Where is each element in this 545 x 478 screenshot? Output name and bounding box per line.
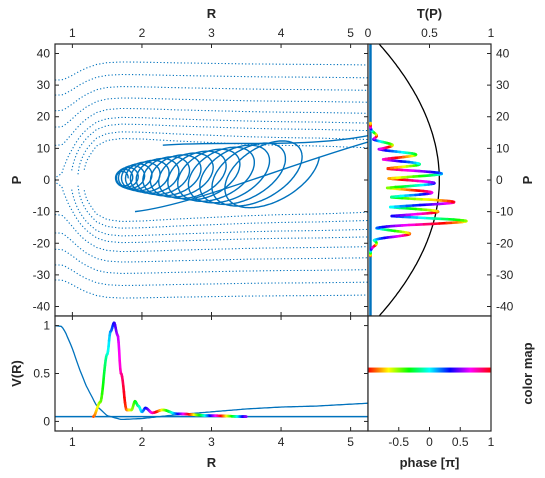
transmission-curves [369, 44, 468, 316]
energy-contour-1-upper [77, 131, 368, 175]
phase-space-ytick-label: 20 [37, 110, 51, 124]
phase-space-ytick-label: -20 [33, 236, 51, 250]
wavepacket-segment [118, 359, 122, 371]
transmission-xtick-label: 0.5 [421, 26, 438, 40]
phase-space-xtick-label: 1 [69, 26, 76, 40]
energy-contour-2-lower [71, 189, 368, 237]
phase-space-xtick-label: 3 [208, 26, 215, 40]
colormap-xtick-label: 0 [426, 435, 433, 449]
transmission-xtick-label: 0 [365, 26, 372, 40]
potential-xtick-label: 1 [69, 435, 76, 449]
phase-space-panel: 1 2 3 4 5 40 30 20 10 0 -10 -20 -30 -40 R P [9, 6, 369, 317]
transmission-ytick-label: -40 [496, 300, 514, 314]
colormap-xtick-label: -0.5 [388, 435, 409, 449]
phase-space-curves [55, 61, 368, 299]
transmission-ytick-label: -20 [496, 236, 514, 250]
colormap-curves [368, 367, 491, 373]
phase-space-ytick-label: -10 [33, 205, 51, 219]
phase-space-xlabel: R [207, 6, 217, 21]
energy-contour-8-upper [55, 61, 368, 81]
colormap-xtick-label: 0.5 [452, 435, 469, 449]
energy-contour-8-lower [55, 279, 368, 299]
transmission-ylabel: P [520, 175, 535, 184]
energy-contour-4-upper [55, 107, 368, 146]
potential-ytick-label: 1 [43, 319, 50, 333]
wavepacket-segment [117, 349, 121, 363]
colormap-axes: -0.5 0 0.5 1 [367, 315, 495, 449]
phase-space-ytick-label: 40 [37, 46, 51, 60]
transmission-axes: 0 0.5 140 30 20 10 0 -10 -20 -30 -40 [365, 26, 514, 317]
energy-contour-5-upper [55, 97, 368, 128]
energy-contour-6-upper [55, 86, 368, 112]
potential-curves [55, 321, 368, 421]
potential-xtick-label: 2 [139, 435, 146, 449]
colormap-xtick-label: 1 [488, 435, 495, 449]
transmission-ytick-label: -10 [496, 205, 514, 219]
potential-panel: 1 2 3 4 5 0 0.5 1 R V(R) [9, 315, 369, 470]
potential-xtick-label: 3 [208, 435, 215, 449]
colormap-ylabel: color map [520, 342, 535, 404]
phase-space-ytick-label: 10 [37, 141, 51, 155]
phase-space-xtick-label: 4 [278, 26, 285, 40]
transmission-ytick-label: -30 [496, 268, 514, 282]
transmission-xtick-label: 1 [488, 26, 495, 40]
potential-ytick-label: 0 [43, 414, 50, 428]
phase-space-ytick-label: -40 [33, 300, 51, 314]
color-map-bar [368, 367, 491, 373]
energy-contour-5-lower [55, 232, 368, 263]
transmission-xlabel: T(P) [417, 6, 442, 21]
energy-contour-2-upper [71, 123, 368, 171]
outer-arm-upper [162, 135, 368, 146]
energy-contour-3-upper [55, 116, 368, 181]
phase-space-xtick-label: 5 [347, 26, 354, 40]
phase-space-ytick-label: -30 [33, 268, 51, 282]
energy-contour-1-lower [77, 185, 368, 229]
phase-space-ytick-label: 0 [43, 173, 50, 187]
energy-contour-7-lower [55, 264, 368, 287]
potential-xtick-label: 4 [278, 435, 285, 449]
colormap-xlabel: phase [π] [400, 455, 460, 470]
transmission-ytick-label: 0 [496, 173, 503, 187]
transmission-panel: 0 0.5 140 30 20 10 0 -10 -20 -30 -40 T(P) P [365, 6, 535, 317]
wavepacket-trajectory [114, 140, 320, 209]
potential-xtick-label: 5 [347, 435, 354, 449]
potential-curve [55, 324, 368, 421]
phase-space-ylabel: P [9, 175, 24, 184]
potential-ylabel: V(R) [9, 360, 24, 387]
transmission-ytick-label: 20 [496, 110, 510, 124]
transmission-curve [378, 44, 440, 316]
outer-arm-lower [134, 141, 368, 213]
wavepacket-segment [117, 341, 121, 353]
energy-contour-6-lower [55, 248, 368, 274]
potential-ytick-label: 0.5 [33, 367, 50, 381]
energy-contour-7-upper [55, 73, 368, 96]
transmission-ytick-label: 40 [496, 46, 510, 60]
potential-xlabel: R [207, 455, 217, 470]
transmission-ytick-label: 30 [496, 78, 510, 92]
colormap-panel: -0.5 0 0.5 1 phase [π] color map [367, 315, 535, 470]
energy-contour-4-lower [55, 214, 368, 253]
transmission-ytick-label: 10 [496, 141, 510, 155]
energy-contour-3-lower [55, 179, 368, 244]
phase-space-ytick-label: 30 [37, 78, 51, 92]
phase-space-xtick-label: 2 [139, 26, 146, 40]
